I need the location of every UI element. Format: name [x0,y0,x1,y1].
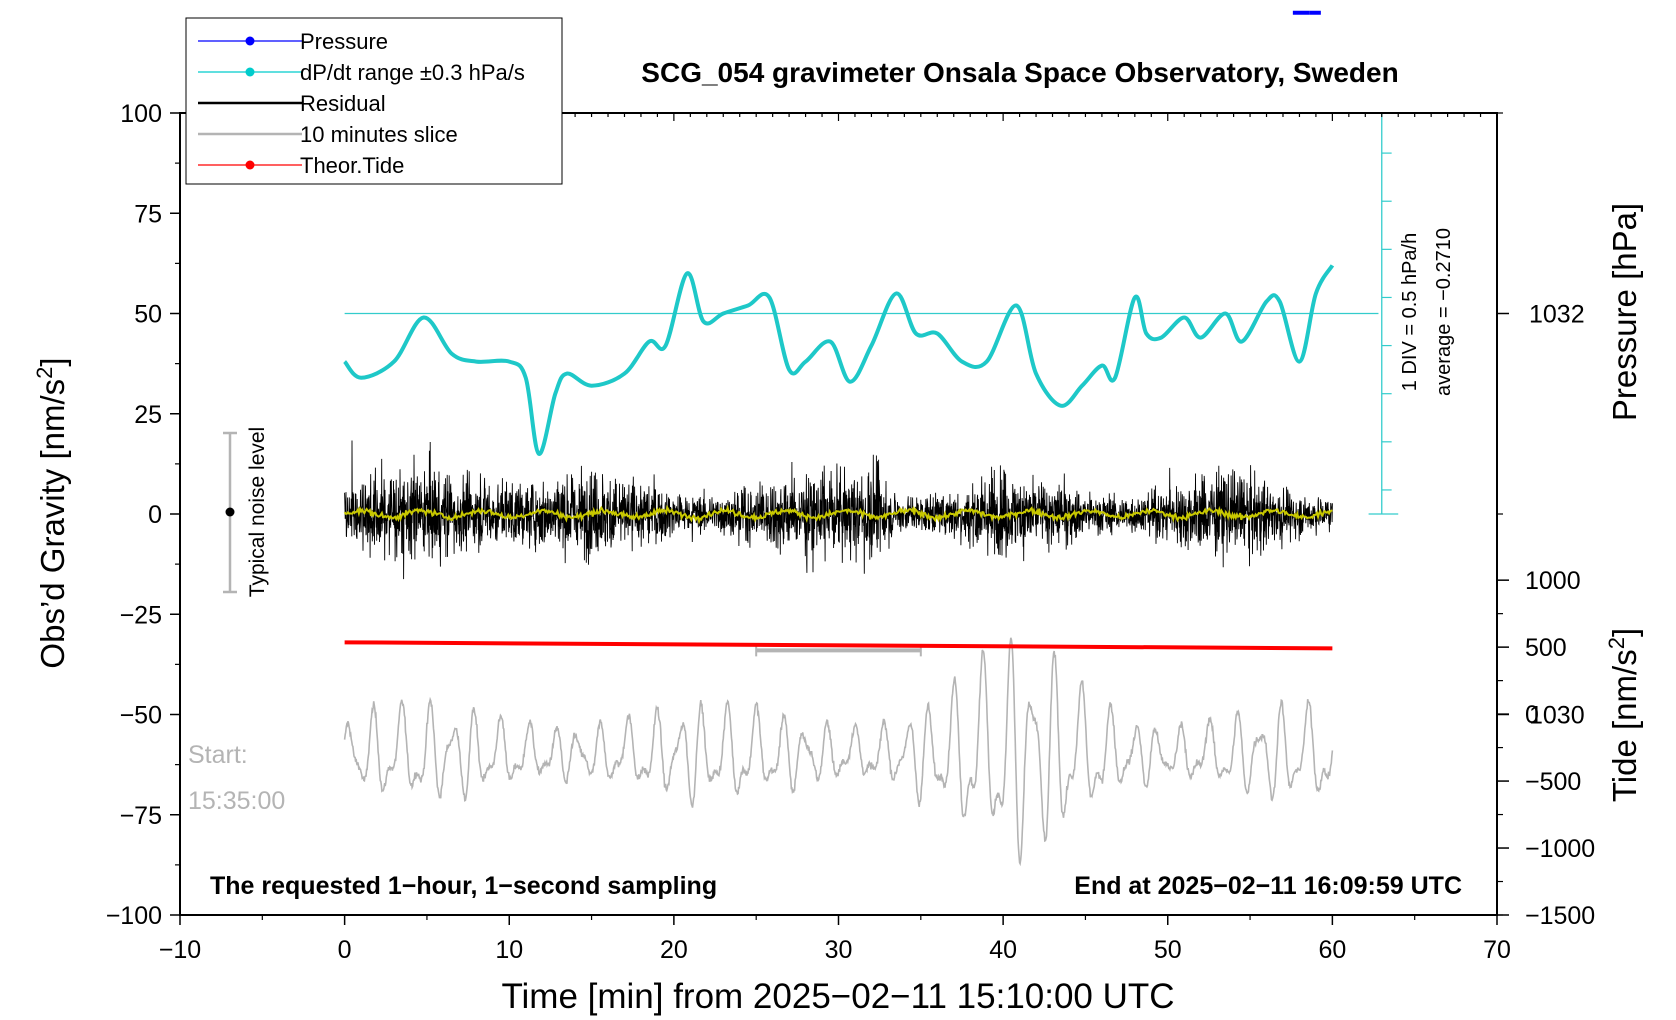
legend-swatch-marker [245,67,255,77]
y-tick-label: 25 [134,401,162,429]
y-axis-label-tide-sup: 2 [1604,637,1629,649]
slice-trace [343,637,1334,867]
legend-label: Residual [300,91,386,116]
y-axis-label-pressure: Pressure [hPa] [1606,203,1643,421]
chart-title: SCG_054 gravimeter Onsala Space Observat… [641,57,1398,88]
y-tick-label: −75 [120,802,162,830]
y-tick-label: 100 [120,100,162,128]
y-tick-label: −25 [120,601,162,629]
tide-tick-label: 500 [1525,634,1567,662]
x-tick-label: 20 [660,936,688,964]
axes-frame-layer: −10 0 10 20 30 40 50 60 701007550250−25−50−75−10… [106,100,1596,964]
y-axis-label-left: Obs’d Gravity [nm/s2] [32,357,71,668]
tide-tick-label: 0 [1525,701,1539,729]
x-tick-label: 70 [1483,936,1511,964]
tide-tick-label: −500 [1525,768,1581,796]
legend-label: dP/dt range ±0.3 hPa/s [300,60,525,85]
footer-left-note: The requested 1−hour, 1−second sampling [210,872,717,900]
x-tick-label: 60 [1318,936,1346,964]
dpdt-scale-label: 1 DIV = 0.5 hPa/h [1399,233,1421,391]
pressure-tick-label: 1030 [1529,702,1585,730]
footer-right-note: End at 2025−02−11 16:09:59 UTC [1074,872,1462,900]
legend: Pressure dP/dt range ±0.3 hPa/s Residual 10… [185,17,563,185]
legend-swatch-marker [245,36,255,46]
noise-level-dot [225,507,235,517]
dpdt-layer [343,113,1399,515]
tide-tick-label: −1000 [1525,835,1595,863]
legend-label: 10 minutes slice [300,122,458,147]
residual-trace [344,440,1333,580]
y-tick-label: −100 [106,902,162,930]
pressure-layer [1292,10,1321,15]
x-tick-label: 40 [989,936,1017,964]
x-tick-label: −10 [159,936,201,964]
y-axis-label-tide: Tide [nm/s2] [1604,628,1643,802]
noise-level-label: Typical noise level [246,427,269,597]
x-tick-label: 30 [825,936,853,964]
dpdt-average-label: average = −0.2710 [1433,228,1455,396]
y-axis-label-tide-text: Tide [nm/s [1606,649,1643,802]
legend-box [185,17,563,185]
residual-mean-layer [343,504,1333,525]
y-axis-label-left-sup: 2 [32,367,57,379]
residual-mean-trace [343,504,1333,525]
y-tick-label: −50 [120,702,162,730]
start-label: Start: [188,741,248,769]
y-tick-label: 75 [134,200,162,228]
y-axis-label-tide-close: ] [1606,628,1643,637]
tide-line [344,640,1333,651]
y-axis-label-left-text: Obs’d Gravity [nm/s [34,379,71,669]
legend-label: Pressure [300,29,388,54]
start-time-label: 15:35:00 [188,787,285,815]
tide-tick-label: −1500 [1525,902,1595,930]
x-tick-label: 50 [1154,936,1182,964]
x-tick-label: 10 [495,936,523,964]
pressure-tick-label: 1032 [1529,301,1585,329]
residual-layer [344,440,1333,580]
y-axis-label-left-close: ] [34,357,71,366]
theoretical-tide-layer [344,640,1333,651]
legend-swatch-marker [245,160,255,170]
y-tick-label: 50 [134,301,162,329]
y-tick-label: 0 [148,501,162,529]
dpdt-curve [343,264,1335,456]
x-tick-label: 0 [338,936,352,964]
x-axis-label: Time [min] from 2025−02−11 15:10:00 UTC [501,977,1174,1016]
tide-tick-label: 1000 [1525,567,1581,595]
ten-minute-slice-layer [343,637,1334,867]
legend-label: Theor.Tide [300,153,404,178]
